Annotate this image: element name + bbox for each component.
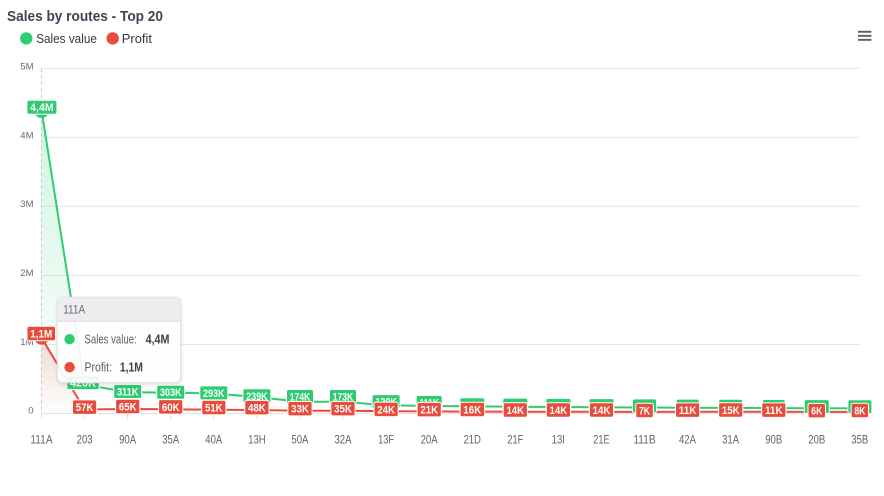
svg-text:57K: 57K — [76, 402, 94, 414]
svg-text:13I: 13I — [552, 433, 565, 447]
svg-text:0: 0 — [28, 406, 33, 417]
svg-text:Profit:: Profit: — [85, 360, 113, 374]
svg-text:16K: 16K — [463, 405, 481, 417]
svg-text:65K: 65K — [119, 402, 137, 414]
svg-text:32A: 32A — [335, 433, 352, 447]
svg-text:3M: 3M — [20, 199, 33, 210]
svg-text:1M: 1M — [20, 337, 33, 348]
svg-text:5M: 5M — [20, 62, 33, 73]
svg-text:51K: 51K — [205, 403, 223, 415]
svg-text:Profit: Profit — [122, 31, 153, 46]
svg-text:6K: 6K — [811, 406, 822, 418]
svg-text:90B: 90B — [765, 433, 782, 447]
svg-text:21D: 21D — [463, 433, 481, 447]
svg-text:311K: 311K — [117, 387, 139, 399]
svg-text:8K: 8K — [854, 406, 865, 418]
svg-text:1,1M: 1,1M — [120, 360, 143, 374]
svg-text:203: 203 — [77, 433, 93, 447]
svg-text:1,1M: 1,1M — [30, 329, 52, 341]
svg-text:21K: 21K — [420, 405, 438, 417]
svg-text:Sales value: Sales value — [36, 31, 97, 46]
svg-text:Sales by routes - Top 20: Sales by routes - Top 20 — [7, 8, 163, 25]
svg-text:24K: 24K — [377, 404, 395, 416]
svg-text:31A: 31A — [722, 433, 739, 447]
svg-text:33K: 33K — [291, 404, 309, 416]
svg-text:Sales value:: Sales value: — [85, 332, 137, 346]
svg-text:20A: 20A — [421, 433, 438, 447]
svg-text:4,4M: 4,4M — [30, 102, 54, 114]
svg-text:111A: 111A — [63, 303, 85, 317]
svg-text:4M: 4M — [20, 130, 33, 141]
svg-text:7K: 7K — [639, 406, 650, 418]
svg-text:14K: 14K — [593, 405, 611, 417]
svg-text:90A: 90A — [119, 433, 136, 447]
svg-text:21F: 21F — [507, 433, 523, 447]
svg-text:21E: 21E — [593, 433, 609, 447]
svg-text:50A: 50A — [291, 433, 308, 447]
svg-text:42A: 42A — [679, 433, 696, 447]
svg-text:303K: 303K — [160, 387, 182, 399]
svg-text:2M: 2M — [20, 268, 33, 279]
svg-text:174K: 174K — [290, 392, 311, 404]
svg-text:40A: 40A — [205, 433, 222, 447]
svg-text:4,4M: 4,4M — [146, 332, 170, 346]
svg-text:293K: 293K — [203, 388, 225, 400]
svg-text:239K: 239K — [246, 391, 268, 403]
svg-text:35K: 35K — [334, 404, 352, 416]
svg-text:35B: 35B — [851, 433, 868, 447]
svg-text:14K: 14K — [506, 405, 524, 417]
svg-text:48K: 48K — [248, 403, 266, 415]
svg-text:111B: 111B — [633, 433, 655, 447]
svg-text:111A: 111A — [30, 433, 52, 447]
svg-text:14K: 14K — [550, 405, 568, 417]
svg-text:15K: 15K — [722, 405, 740, 417]
svg-text:13H: 13H — [248, 433, 266, 447]
svg-text:11K: 11K — [679, 405, 697, 417]
svg-text:173K: 173K — [333, 392, 354, 404]
svg-text:13F: 13F — [378, 433, 394, 447]
svg-text:20B: 20B — [808, 433, 825, 447]
svg-text:60K: 60K — [162, 402, 180, 414]
svg-text:11K: 11K — [765, 405, 783, 417]
svg-text:35A: 35A — [162, 433, 179, 447]
